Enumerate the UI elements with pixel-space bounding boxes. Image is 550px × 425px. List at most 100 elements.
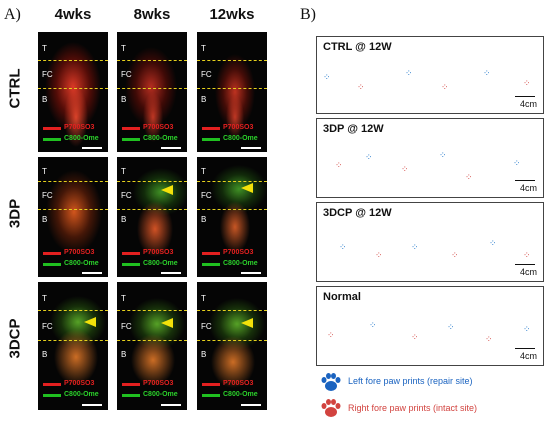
scale-bar xyxy=(82,147,102,149)
right-paw-print: ⁘ xyxy=(465,172,473,182)
legend-red-swatch xyxy=(43,127,61,130)
legend-green-swatch xyxy=(122,138,140,141)
fluorescence-image-3dp-12wks: T FC B P700SO3 C800-Ome xyxy=(197,157,267,277)
legend-green-swatch xyxy=(43,138,61,141)
legend-red-label: P700SO3 xyxy=(64,249,95,256)
zone-label-b: B xyxy=(42,350,48,359)
zone-label-fc: FC xyxy=(121,70,132,79)
right-paw-print: ⁘ xyxy=(451,250,459,260)
legend-green-label: C800-Ome xyxy=(223,260,258,267)
scale-label: 4cm xyxy=(519,183,537,193)
zone-divider-bottom xyxy=(197,209,267,210)
zone-divider-top xyxy=(197,60,267,61)
right-paw-print: ⁘ xyxy=(485,334,493,344)
arrow-marker-icon xyxy=(161,185,173,195)
scale-bar xyxy=(515,180,535,181)
scale-label: 4cm xyxy=(519,99,537,109)
legend-green-swatch xyxy=(43,394,61,397)
left-paw-print: ⁘ xyxy=(513,158,521,168)
arrow-marker-icon xyxy=(84,317,96,327)
legend-red-label: P700SO3 xyxy=(223,124,254,131)
panel-a-letter: A) xyxy=(4,6,21,23)
right-paw-print: ⁘ xyxy=(411,332,419,342)
legend-red-swatch xyxy=(122,252,140,255)
scale-label: 4cm xyxy=(519,351,537,361)
gait-panel-3dp: 3DP @ 12W ⁘ ⁘ ⁘ ⁘ ⁘ ⁘ 4cm xyxy=(316,118,544,198)
paw-icon xyxy=(320,398,342,418)
left-paw-print: ⁘ xyxy=(439,150,447,160)
column-12wks: 12wks xyxy=(209,6,255,23)
fluorescence-image-ctrl-8wks: T FC B P700SO3 C800-Ome xyxy=(117,32,187,152)
panel-b-letter: B) xyxy=(300,6,316,23)
right-paw-print: ⁘ xyxy=(335,160,343,170)
legend-red-label: P700SO3 xyxy=(64,124,95,131)
scale-bar xyxy=(241,404,261,406)
zone-label-b: B xyxy=(121,350,127,359)
right-paw-print: ⁘ xyxy=(523,250,531,260)
legend-green-label: C800-Ome xyxy=(143,260,178,267)
legend-green-swatch xyxy=(122,263,140,266)
zone-divider-top xyxy=(197,181,267,182)
zone-divider-top xyxy=(117,181,187,182)
left-paw-print: ⁘ xyxy=(323,72,331,82)
zone-label-fc: FC xyxy=(201,70,212,79)
scale-label: 4cm xyxy=(519,267,537,277)
left-paw-print: ⁘ xyxy=(447,322,455,332)
zone-divider-top xyxy=(197,310,267,311)
legend-right-paw: Right fore paw prints (intact site) xyxy=(348,403,478,413)
left-paw-print: ⁘ xyxy=(523,324,531,334)
zone-label-t: T xyxy=(121,294,126,303)
right-paw-print: ⁘ xyxy=(327,330,335,340)
column-4wks: 4wks xyxy=(54,6,92,23)
legend-green-label: C800-Ome xyxy=(64,260,99,267)
legend-green-label: C800-Ome xyxy=(223,391,258,398)
legend-red-label: P700SO3 xyxy=(143,124,174,131)
left-paw-print: ⁘ xyxy=(339,242,347,252)
right-paw-print: ⁘ xyxy=(523,78,531,88)
zone-label-b: B xyxy=(42,215,48,224)
gait-panel-3dcp: 3DCP @ 12W ⁘ ⁘ ⁘ ⁘ ⁘ ⁘ 4cm xyxy=(316,202,544,282)
right-paw-print: ⁘ xyxy=(401,164,409,174)
arrow-marker-icon xyxy=(241,318,253,328)
gait-panel-title: Normal xyxy=(323,291,361,303)
fluorescence-image-ctrl-12wks: T FC B P700SO3 C800-Ome xyxy=(197,32,267,152)
zone-divider-bottom xyxy=(38,340,108,341)
arrow-marker-icon xyxy=(161,318,173,328)
scale-bar xyxy=(161,404,181,406)
zone-divider-top xyxy=(38,60,108,61)
gait-panel-normal: Normal ⁘ ⁘ ⁘ ⁘ ⁘ ⁘ 4cm xyxy=(316,286,544,366)
zone-label-fc: FC xyxy=(201,322,212,331)
zone-label-t: T xyxy=(42,44,47,53)
zone-divider-bottom xyxy=(38,88,108,89)
legend-red-swatch xyxy=(122,383,140,386)
legend-red-label: P700SO3 xyxy=(64,380,95,387)
legend-red-swatch xyxy=(43,383,61,386)
legend-red-swatch xyxy=(122,127,140,130)
right-paw-print: ⁘ xyxy=(357,82,365,92)
zone-divider-top xyxy=(38,310,108,311)
scale-bar xyxy=(515,348,535,349)
gait-panel-ctrl: CTRL @ 12W ⁘ ⁘ ⁘ ⁘ ⁘ ⁘ 4cm xyxy=(316,36,544,114)
legend-green-swatch xyxy=(202,138,220,141)
scale-bar xyxy=(161,147,181,149)
scale-bar xyxy=(515,264,535,265)
legend-green-label: C800-Ome xyxy=(143,391,178,398)
left-paw-print: ⁘ xyxy=(365,152,373,162)
gait-panel-title: 3DP @ 12W xyxy=(323,123,384,135)
legend-red-label: P700SO3 xyxy=(223,249,254,256)
legend-green-swatch xyxy=(43,263,61,266)
legend-green-label: C800-Ome xyxy=(64,391,99,398)
zone-label-fc: FC xyxy=(121,191,132,200)
legend-green-swatch xyxy=(202,394,220,397)
gait-panel-title: 3DCP @ 12W xyxy=(323,207,392,219)
gait-panel-title: CTRL @ 12W xyxy=(323,41,392,53)
scale-bar xyxy=(241,147,261,149)
zone-label-fc: FC xyxy=(42,70,53,79)
legend-red-swatch xyxy=(202,383,220,386)
zone-label-b: B xyxy=(42,95,48,104)
legend-red-label: P700SO3 xyxy=(223,380,254,387)
arrow-marker-icon xyxy=(241,183,253,193)
fluorescence-image-3dp-8wks: T FC B P700SO3 C800-Ome xyxy=(117,157,187,277)
right-paw-print: ⁘ xyxy=(441,82,449,92)
legend-green-swatch xyxy=(202,263,220,266)
